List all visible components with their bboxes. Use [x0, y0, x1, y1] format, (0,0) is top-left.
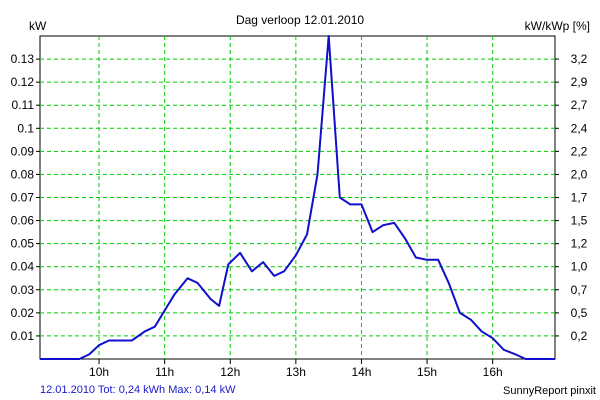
y-tick-label-left: 0.08 — [11, 167, 35, 181]
x-tick-label: 16h — [483, 365, 503, 379]
y-axis-left: 0.01 0.02 0.03 0.04 0.05 0.06 0.07 0.08 0.09 0.1 0… — [11, 52, 40, 343]
footer-summary: 12.01.2010 Tot: 0,24 kWh Max: 0,14 kW — [40, 384, 236, 396]
y-tick-label-right: 1,2 — [571, 237, 588, 251]
y-tick-label-right: 2,2 — [571, 144, 588, 158]
y-tick-label-left: 0.03 — [11, 283, 35, 297]
x-tick-label: 15h — [417, 365, 437, 379]
y-tick-label-left: 0.06 — [11, 214, 35, 228]
x-axis: 10h 11h 12h 13h 14h 15h 16h — [89, 359, 503, 379]
y-tick-label-right: 0,7 — [571, 283, 588, 297]
y-tick-label-right: 2,7 — [571, 98, 588, 112]
y-axis-label-right: kW/kWp [%] — [525, 19, 590, 33]
y-tick-label-left: 0.1 — [17, 121, 34, 135]
grid — [40, 36, 555, 359]
y-axis-label-left: kW — [29, 19, 47, 33]
y-tick-label-right: 1,7 — [571, 191, 588, 205]
y-tick-label-right: 0,5 — [571, 306, 588, 320]
y-tick-label-right: 1,5 — [571, 214, 588, 228]
x-tick-label: 10h — [89, 365, 109, 379]
series-layer — [40, 35, 555, 360]
series-line — [40, 35, 555, 360]
y-tick-label-left: 0.05 — [11, 237, 35, 251]
footer-credit: SunnyReport pinxit — [503, 385, 596, 397]
y-tick-label-left: 0.12 — [11, 75, 35, 89]
x-tick-label: 12h — [220, 365, 240, 379]
chart-title: Dag verloop 12.01.2010 — [236, 13, 364, 27]
y-tick-label-right: 0,2 — [571, 329, 588, 343]
x-tick-label: 14h — [351, 365, 371, 379]
y-tick-label-right: 2,0 — [571, 167, 588, 181]
x-tick-label: 13h — [286, 365, 306, 379]
y-tick-label-right: 2,4 — [571, 121, 588, 135]
y-tick-label-left: 0.01 — [11, 329, 35, 343]
y-tick-label-right: 3,2 — [571, 52, 588, 66]
y-tick-label-left: 0.09 — [11, 144, 35, 158]
y-tick-label-left: 0.02 — [11, 306, 35, 320]
y-tick-label-left: 0.13 — [11, 52, 35, 66]
y-tick-label-left: 0.07 — [11, 191, 35, 205]
y-tick-label-left: 0.11 — [12, 98, 35, 112]
x-tick-label: 11h — [155, 365, 174, 379]
y-tick-label-left: 0.04 — [11, 260, 35, 274]
y-axis-right: 0,2 0,5 0,7 1,0 1,2 1,5 1,7 2,0 2,2 2,4 2,7 2,9 3,2 — [555, 52, 588, 343]
y-tick-label-right: 1,0 — [571, 260, 588, 274]
y-tick-label-right: 2,9 — [571, 75, 588, 89]
